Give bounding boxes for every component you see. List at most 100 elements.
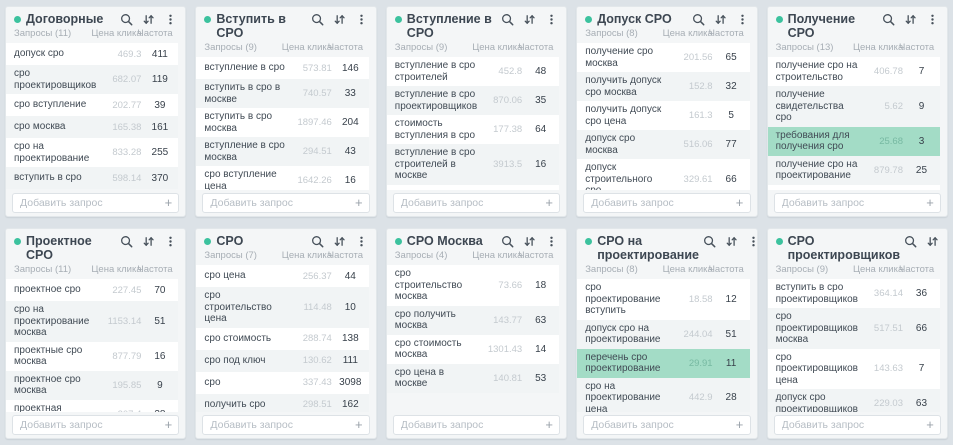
query-row[interactable]: проектная организация сро 207.4 38	[6, 399, 179, 412]
query-row[interactable]: допуск сро москва 516.06 77	[577, 130, 750, 159]
add-query-button[interactable]: +	[350, 193, 368, 213]
query-row[interactable]: вступление в строительное сро 52.72 12	[386, 184, 560, 190]
query-row[interactable]: сро на проектирование москва 1153.14 51	[6, 301, 179, 342]
search-icon[interactable]	[311, 235, 324, 248]
query-row[interactable]: сро проектировщиков москва 517.51 66	[767, 308, 940, 349]
sort-icon[interactable]	[523, 13, 536, 26]
add-query-input[interactable]	[12, 193, 180, 213]
kebab-menu-icon[interactable]	[164, 13, 177, 26]
query-row[interactable]: вступление в сро строителей в москве 391…	[386, 144, 560, 185]
kebab-menu-icon[interactable]	[747, 235, 757, 248]
sort-icon[interactable]	[714, 13, 727, 26]
add-query-button[interactable]: +	[921, 193, 939, 213]
query-row[interactable]: сро вступление цена 1642.26 16	[196, 166, 369, 190]
search-icon[interactable]	[501, 235, 514, 248]
add-query-input[interactable]	[392, 193, 561, 213]
add-query-button[interactable]: +	[540, 415, 558, 435]
query-row[interactable]: вступить в сро москва 1897.46 204	[196, 108, 369, 137]
query-row[interactable]: получить сро 298.51 162	[196, 393, 369, 412]
add-query-input[interactable]	[202, 193, 370, 213]
search-icon[interactable]	[904, 235, 917, 248]
sort-icon[interactable]	[523, 235, 536, 248]
query-row[interactable]: сро проектировщиков цена 143.63 7	[767, 348, 940, 389]
query-row[interactable]: перечень сро проектирование 29.91 11	[577, 348, 750, 378]
search-icon[interactable]	[692, 13, 705, 26]
query-row[interactable]: сро получить москва 143.77 63	[386, 305, 560, 335]
query-row[interactable]: сро строительство цена 114.48 10	[196, 287, 369, 328]
query-row[interactable]: сро вступление 202.77 39	[6, 94, 179, 116]
add-query-button[interactable]: +	[921, 415, 939, 435]
query-row[interactable]: сро цена 256.37 44	[196, 265, 369, 287]
query-row[interactable]: сро под ключ 130.62 111	[196, 349, 369, 372]
query-row[interactable]: вступить в сро 598.14 370	[6, 167, 179, 189]
query-row[interactable]: получение свидетельства сро 5.62 9	[767, 86, 940, 127]
query-row[interactable]: проектное сро 227.45 70	[6, 279, 179, 301]
add-query-input[interactable]	[202, 415, 370, 435]
query-row[interactable]: сро строительство москва 73.66 18	[386, 265, 560, 306]
query-row[interactable]: получение сро стоимость 5.56 5	[767, 184, 940, 190]
query-row[interactable]: сро на проектирование 833.28 255	[6, 138, 179, 167]
query-row[interactable]: сро проектировщиков 682.07 119	[6, 65, 179, 94]
sort-icon[interactable]	[142, 13, 155, 26]
query-row[interactable]: сро москва 165.38 161	[6, 116, 179, 138]
cpc-value: 517.51	[873, 322, 903, 334]
sort-icon[interactable]	[142, 235, 155, 248]
query-row[interactable]: получить допуск сро цена 161.3 5	[577, 101, 750, 130]
query-row[interactable]: допуск сро проектировщиков 229.03 63	[767, 389, 940, 412]
query-row[interactable]: получение сро на проектирование 879.78 2…	[767, 155, 940, 185]
kebab-menu-icon[interactable]	[355, 235, 368, 248]
query-row[interactable]: сро проектирование вступить 18.58 12	[577, 279, 750, 320]
add-query-button[interactable]: +	[731, 415, 749, 435]
add-query-input[interactable]	[583, 415, 751, 435]
query-row[interactable]: вступление в сро 573.81 146	[196, 57, 369, 79]
sort-icon[interactable]	[904, 13, 917, 26]
query-row[interactable]: стоимость вступления в сро 177.38 64	[386, 115, 560, 144]
query-row[interactable]: вступление в сро проектировщиков 870.06 …	[386, 86, 560, 115]
sort-icon[interactable]	[333, 235, 346, 248]
sort-icon[interactable]	[725, 235, 738, 248]
query-row[interactable]: получить допуск сро москва 152.8 32	[577, 72, 750, 101]
query-row[interactable]: проектные сро москва 877.79 16	[6, 341, 179, 371]
kebab-menu-icon[interactable]	[736, 13, 749, 26]
query-row[interactable]: сро стоимость москва 1301.43 14	[386, 334, 560, 364]
query-row[interactable]: получение сро москва 201.56 65	[577, 43, 750, 72]
query-row[interactable]: проектное сро москва 195.85 9	[6, 370, 179, 400]
query-row[interactable]: вступление в сро строителей 452.8 48	[386, 57, 560, 86]
query-row[interactable]: получение сро на строительство 406.78 7	[767, 57, 940, 86]
query-row[interactable]: вступить в сро в москве 740.57 33	[196, 79, 369, 108]
kebab-menu-icon[interactable]	[926, 13, 939, 26]
query-row[interactable]: сро на проектирование цена 442.9 28	[577, 377, 750, 412]
query-row[interactable]: допуск сро на проектирование 244.04 51	[577, 319, 750, 349]
cpc-column-header: Цена клика	[281, 250, 333, 261]
query-row[interactable]: сро цена в москве 140.81 53	[386, 363, 560, 393]
kebab-menu-icon[interactable]	[545, 13, 558, 26]
add-query-button[interactable]: +	[159, 415, 177, 435]
query-row[interactable]: требования для получения сро 25.68 3	[767, 126, 940, 156]
query-row[interactable]: допуск строительного сро 329.61 66	[577, 159, 750, 190]
search-icon[interactable]	[882, 13, 895, 26]
kebab-menu-icon[interactable]	[355, 13, 368, 26]
query-row[interactable]: сро 337.43 3098	[196, 371, 369, 394]
add-query-button[interactable]: +	[350, 415, 368, 435]
search-icon[interactable]	[120, 235, 133, 248]
query-row[interactable]: вступление в сро москва 294.51 43	[196, 137, 369, 166]
query-row[interactable]: допуск сро 469.3 411	[6, 43, 179, 65]
sort-icon[interactable]	[333, 13, 346, 26]
kebab-menu-icon[interactable]	[545, 235, 558, 248]
add-query-button[interactable]: +	[540, 193, 558, 213]
search-icon[interactable]	[120, 13, 133, 26]
add-query-input[interactable]	[773, 193, 941, 213]
add-query-button[interactable]: +	[731, 193, 749, 213]
query-row[interactable]: сро стоимость 288.74 138	[196, 327, 369, 350]
kebab-menu-icon[interactable]	[164, 235, 177, 248]
search-icon[interactable]	[501, 13, 514, 26]
search-icon[interactable]	[703, 235, 716, 248]
query-row[interactable]: вступить в сро проектировщиков 364.14 36	[767, 279, 940, 308]
add-query-input[interactable]	[773, 415, 941, 435]
add-query-button[interactable]: +	[159, 193, 177, 213]
search-icon[interactable]	[311, 13, 324, 26]
sort-icon[interactable]	[926, 235, 939, 248]
add-query-input[interactable]	[392, 415, 561, 435]
add-query-input[interactable]	[12, 415, 180, 435]
add-query-input[interactable]	[583, 193, 751, 213]
